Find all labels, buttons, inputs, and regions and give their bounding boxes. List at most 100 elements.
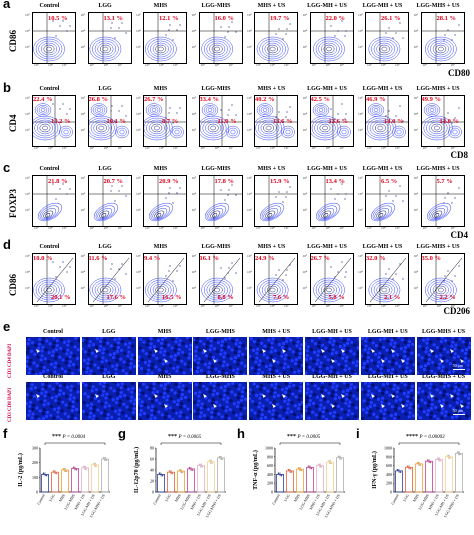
contour-ring xyxy=(374,208,390,220)
nucleus xyxy=(305,400,308,404)
contour-ring xyxy=(170,125,184,139)
nucleus xyxy=(260,383,264,388)
event-dot xyxy=(388,27,390,29)
plot-title: LGG-MH + US xyxy=(362,244,403,250)
nucleus xyxy=(350,340,354,344)
event-dot xyxy=(110,22,113,24)
nucleus xyxy=(406,348,411,352)
nuclei-texture xyxy=(360,382,415,420)
x-tick-label: 10³ xyxy=(145,226,150,230)
nucleus xyxy=(63,412,67,416)
nucleus xyxy=(343,373,347,375)
nucleus xyxy=(406,357,410,361)
flow-plot xyxy=(87,175,132,227)
nucleus xyxy=(463,356,467,360)
bar xyxy=(197,465,205,493)
nucleus xyxy=(217,341,221,345)
nucleus xyxy=(439,340,443,344)
nucleus xyxy=(348,400,352,404)
bar xyxy=(187,468,195,493)
y-tick-label: 10⁵ xyxy=(136,13,141,17)
nucleus xyxy=(81,347,84,351)
nucleus xyxy=(113,382,117,384)
event-dot xyxy=(168,270,170,272)
y-tick-label: 10³ xyxy=(247,45,252,49)
nucleus xyxy=(449,386,453,390)
nucleus xyxy=(163,416,167,420)
arrow-marker-icon xyxy=(429,349,434,353)
nucleus xyxy=(160,337,164,342)
nucleus xyxy=(196,337,200,341)
nucleus xyxy=(372,370,376,374)
micro-title: LGG-MHS xyxy=(205,374,235,380)
nucleus xyxy=(46,359,51,364)
event-dot xyxy=(344,113,347,115)
scale-bar xyxy=(452,414,465,415)
nucleus xyxy=(392,345,396,349)
contour-ring xyxy=(319,123,330,133)
xlabel-d: CD206 xyxy=(443,306,471,316)
contour-ring xyxy=(429,40,451,58)
nucleus xyxy=(280,388,285,392)
data-point xyxy=(198,463,201,466)
nucleus xyxy=(424,383,428,387)
contour-ring xyxy=(396,129,402,135)
nuclei-texture xyxy=(137,337,192,375)
bar xyxy=(326,461,334,493)
bar xyxy=(445,456,453,493)
nucleus xyxy=(457,337,462,341)
flow-plot xyxy=(254,95,298,147)
event-dot xyxy=(289,264,291,266)
nucleus xyxy=(208,390,213,394)
microscopy-image xyxy=(81,337,136,375)
nucleus xyxy=(107,361,111,366)
event-dot xyxy=(168,112,170,114)
event-dot xyxy=(443,275,446,277)
nucleus xyxy=(289,410,294,414)
nucleus xyxy=(453,382,457,384)
nucleus xyxy=(291,392,295,396)
plot-title: LGG-MHS xyxy=(201,86,231,92)
nucleus xyxy=(77,339,80,343)
nucleus xyxy=(334,351,338,355)
nucleus xyxy=(305,349,309,353)
category-label: MHS xyxy=(58,494,66,503)
flow-plot xyxy=(87,12,132,64)
y-tick-label: 10⁵ xyxy=(413,254,419,258)
nucleus xyxy=(65,352,69,356)
plot-title: LGG-MHS + US xyxy=(416,166,460,172)
data-point xyxy=(64,469,66,471)
nucleus xyxy=(27,382,31,384)
nucleus xyxy=(99,411,103,415)
nucleus xyxy=(450,340,454,344)
nucleus xyxy=(197,394,201,398)
nucleus xyxy=(156,339,160,343)
contour-ring xyxy=(200,36,233,62)
nucleus xyxy=(149,342,153,346)
panel-letter-g: g xyxy=(118,426,126,441)
nucleus xyxy=(225,400,229,404)
nucleus xyxy=(364,344,368,348)
nucleus xyxy=(108,353,112,357)
y-tick-label: 800 xyxy=(267,454,273,459)
nucleus xyxy=(290,367,294,372)
event-dot xyxy=(110,105,113,107)
contour-ring xyxy=(429,108,434,112)
nucleus xyxy=(445,350,450,354)
nucleus xyxy=(185,407,190,411)
nucleus xyxy=(127,350,131,354)
nuclei-texture xyxy=(26,337,80,375)
x-tick-label: 10³ xyxy=(422,63,428,67)
nucleus xyxy=(116,388,120,392)
nucleus xyxy=(42,403,46,407)
nucleus xyxy=(410,384,414,389)
x-tick-label: 10⁴ xyxy=(325,146,331,150)
event-dot xyxy=(399,185,401,187)
nucleus xyxy=(423,401,427,405)
event-dot xyxy=(230,262,233,264)
plot-title: LGG-MHS xyxy=(201,166,231,172)
event-dot xyxy=(275,196,277,198)
nucleus xyxy=(197,366,201,370)
nucleus xyxy=(180,388,184,392)
significance-label: *** P = 0.0065 xyxy=(168,434,201,440)
